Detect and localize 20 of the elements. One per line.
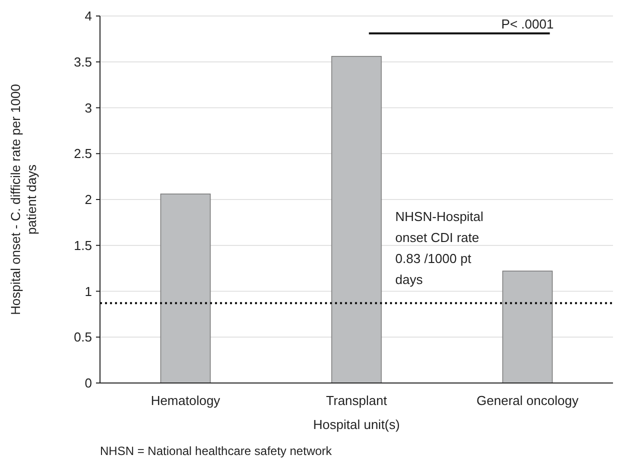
y-tick-label: 2.5	[74, 146, 92, 162]
text: NHSN = National healthcare safety network	[100, 444, 333, 458]
y-tick-label: 3	[84, 100, 92, 116]
x-axis-title: Hospital unit(s)	[313, 417, 400, 432]
y-tick-label: 3.5	[74, 54, 92, 70]
y-tick-label: 0	[84, 376, 92, 391]
bar	[160, 194, 211, 384]
x-tick-label: Transplant	[326, 393, 388, 408]
y-tick-label: 2	[84, 192, 92, 208]
y-tick-label: 1	[84, 284, 92, 299]
x-tick-label: Hematology	[150, 393, 221, 408]
y-axis-title: Hospital onset - C. difficile rate per 1000 patient days	[8, 84, 39, 315]
annotation: P< .0001	[501, 16, 554, 32]
bar	[331, 56, 382, 384]
ref-line-label: NHSN-Hospital onset CDI rate 0.83 /1000 pt days	[395, 209, 484, 288]
y-tick-label: 1.5	[74, 238, 92, 253]
bar	[502, 270, 553, 384]
x-tick-label: General oncology	[476, 393, 579, 408]
y-tick-label: 0.5	[74, 330, 92, 345]
y-tick-label: 4	[84, 8, 92, 24]
